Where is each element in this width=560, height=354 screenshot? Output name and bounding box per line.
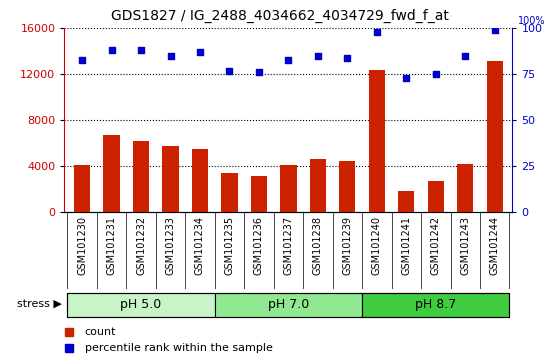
Bar (221, 173, 237, 212)
Text: GSM101236: GSM101236 (254, 216, 264, 275)
Bar (428, 181, 444, 212)
Text: 100%: 100% (518, 16, 545, 25)
Point (314, 53, 323, 59)
Bar (192, 149, 208, 212)
Bar (67, 293, 214, 317)
Point (137, 47, 146, 53)
Text: GSM101241: GSM101241 (402, 216, 411, 275)
Bar (398, 190, 414, 212)
Point (284, 57, 293, 62)
Text: GSM101242: GSM101242 (431, 216, 441, 275)
Text: GSM101240: GSM101240 (372, 216, 382, 275)
Bar (214, 293, 362, 317)
Bar (310, 160, 326, 212)
Text: pH 5.0: pH 5.0 (120, 298, 162, 311)
Bar (457, 164, 473, 212)
Bar (133, 141, 149, 212)
Text: pH 7.0: pH 7.0 (268, 298, 309, 311)
Text: GSM101238: GSM101238 (313, 216, 323, 275)
Text: GSM101234: GSM101234 (195, 216, 205, 275)
Bar (74, 165, 90, 212)
Point (166, 53, 175, 59)
Point (372, 29, 381, 35)
Point (254, 70, 263, 75)
Text: GSM101233: GSM101233 (166, 216, 175, 275)
Bar (104, 135, 120, 212)
Text: GSM101231: GSM101231 (106, 216, 116, 275)
Point (490, 27, 499, 33)
Point (431, 72, 440, 77)
Bar (362, 293, 510, 317)
Text: GSM101232: GSM101232 (136, 216, 146, 275)
Point (225, 68, 234, 74)
Bar (162, 146, 179, 212)
Text: stress ▶: stress ▶ (17, 299, 62, 309)
Text: GDS1827 / IG_2488_4034662_4034729_fwd_f_at: GDS1827 / IG_2488_4034662_4034729_fwd_f_… (111, 9, 449, 23)
Point (343, 55, 352, 61)
Text: GSM101243: GSM101243 (460, 216, 470, 275)
Text: pH 8.7: pH 8.7 (415, 298, 456, 311)
Bar (339, 161, 356, 212)
Text: GSM101239: GSM101239 (342, 216, 352, 275)
Text: GSM101244: GSM101244 (489, 216, 500, 275)
Text: GSM101230: GSM101230 (77, 216, 87, 275)
Text: GSM101237: GSM101237 (283, 216, 293, 275)
Bar (487, 61, 503, 212)
Text: GSM101235: GSM101235 (225, 216, 235, 275)
Bar (251, 176, 267, 212)
Point (107, 47, 116, 53)
Text: percentile rank within the sample: percentile rank within the sample (85, 343, 272, 353)
Text: count: count (85, 327, 116, 337)
Point (402, 75, 411, 81)
Bar (368, 70, 385, 212)
Point (461, 53, 470, 59)
Point (78, 57, 87, 62)
Bar (281, 165, 296, 212)
Point (195, 50, 204, 55)
